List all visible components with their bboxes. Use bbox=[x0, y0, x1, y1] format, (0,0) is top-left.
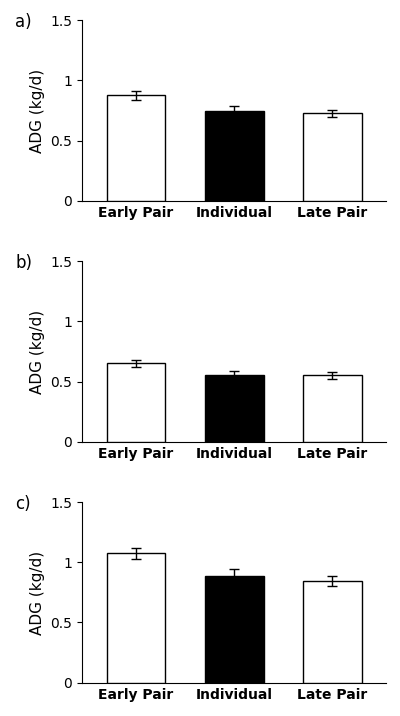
Bar bbox=[107, 364, 166, 442]
Bar bbox=[107, 553, 166, 682]
Y-axis label: ADG (kg/d): ADG (kg/d) bbox=[30, 551, 45, 634]
Text: c): c) bbox=[15, 495, 31, 513]
Bar bbox=[107, 95, 166, 200]
Bar bbox=[205, 375, 264, 442]
Bar bbox=[303, 375, 362, 442]
Y-axis label: ADG (kg/d): ADG (kg/d) bbox=[30, 69, 45, 153]
Bar bbox=[303, 114, 362, 200]
Y-axis label: ADG (kg/d): ADG (kg/d) bbox=[30, 309, 45, 394]
Bar bbox=[303, 581, 362, 682]
Text: b): b) bbox=[15, 254, 32, 272]
Bar bbox=[205, 111, 264, 200]
Bar bbox=[205, 576, 264, 682]
Text: a): a) bbox=[15, 13, 32, 32]
